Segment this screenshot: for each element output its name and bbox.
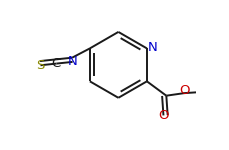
Text: C: C: [51, 57, 60, 70]
Text: O: O: [178, 84, 188, 97]
Text: N: N: [68, 55, 77, 68]
Text: O: O: [158, 110, 169, 122]
Text: N: N: [147, 40, 156, 54]
Text: S: S: [36, 59, 44, 72]
